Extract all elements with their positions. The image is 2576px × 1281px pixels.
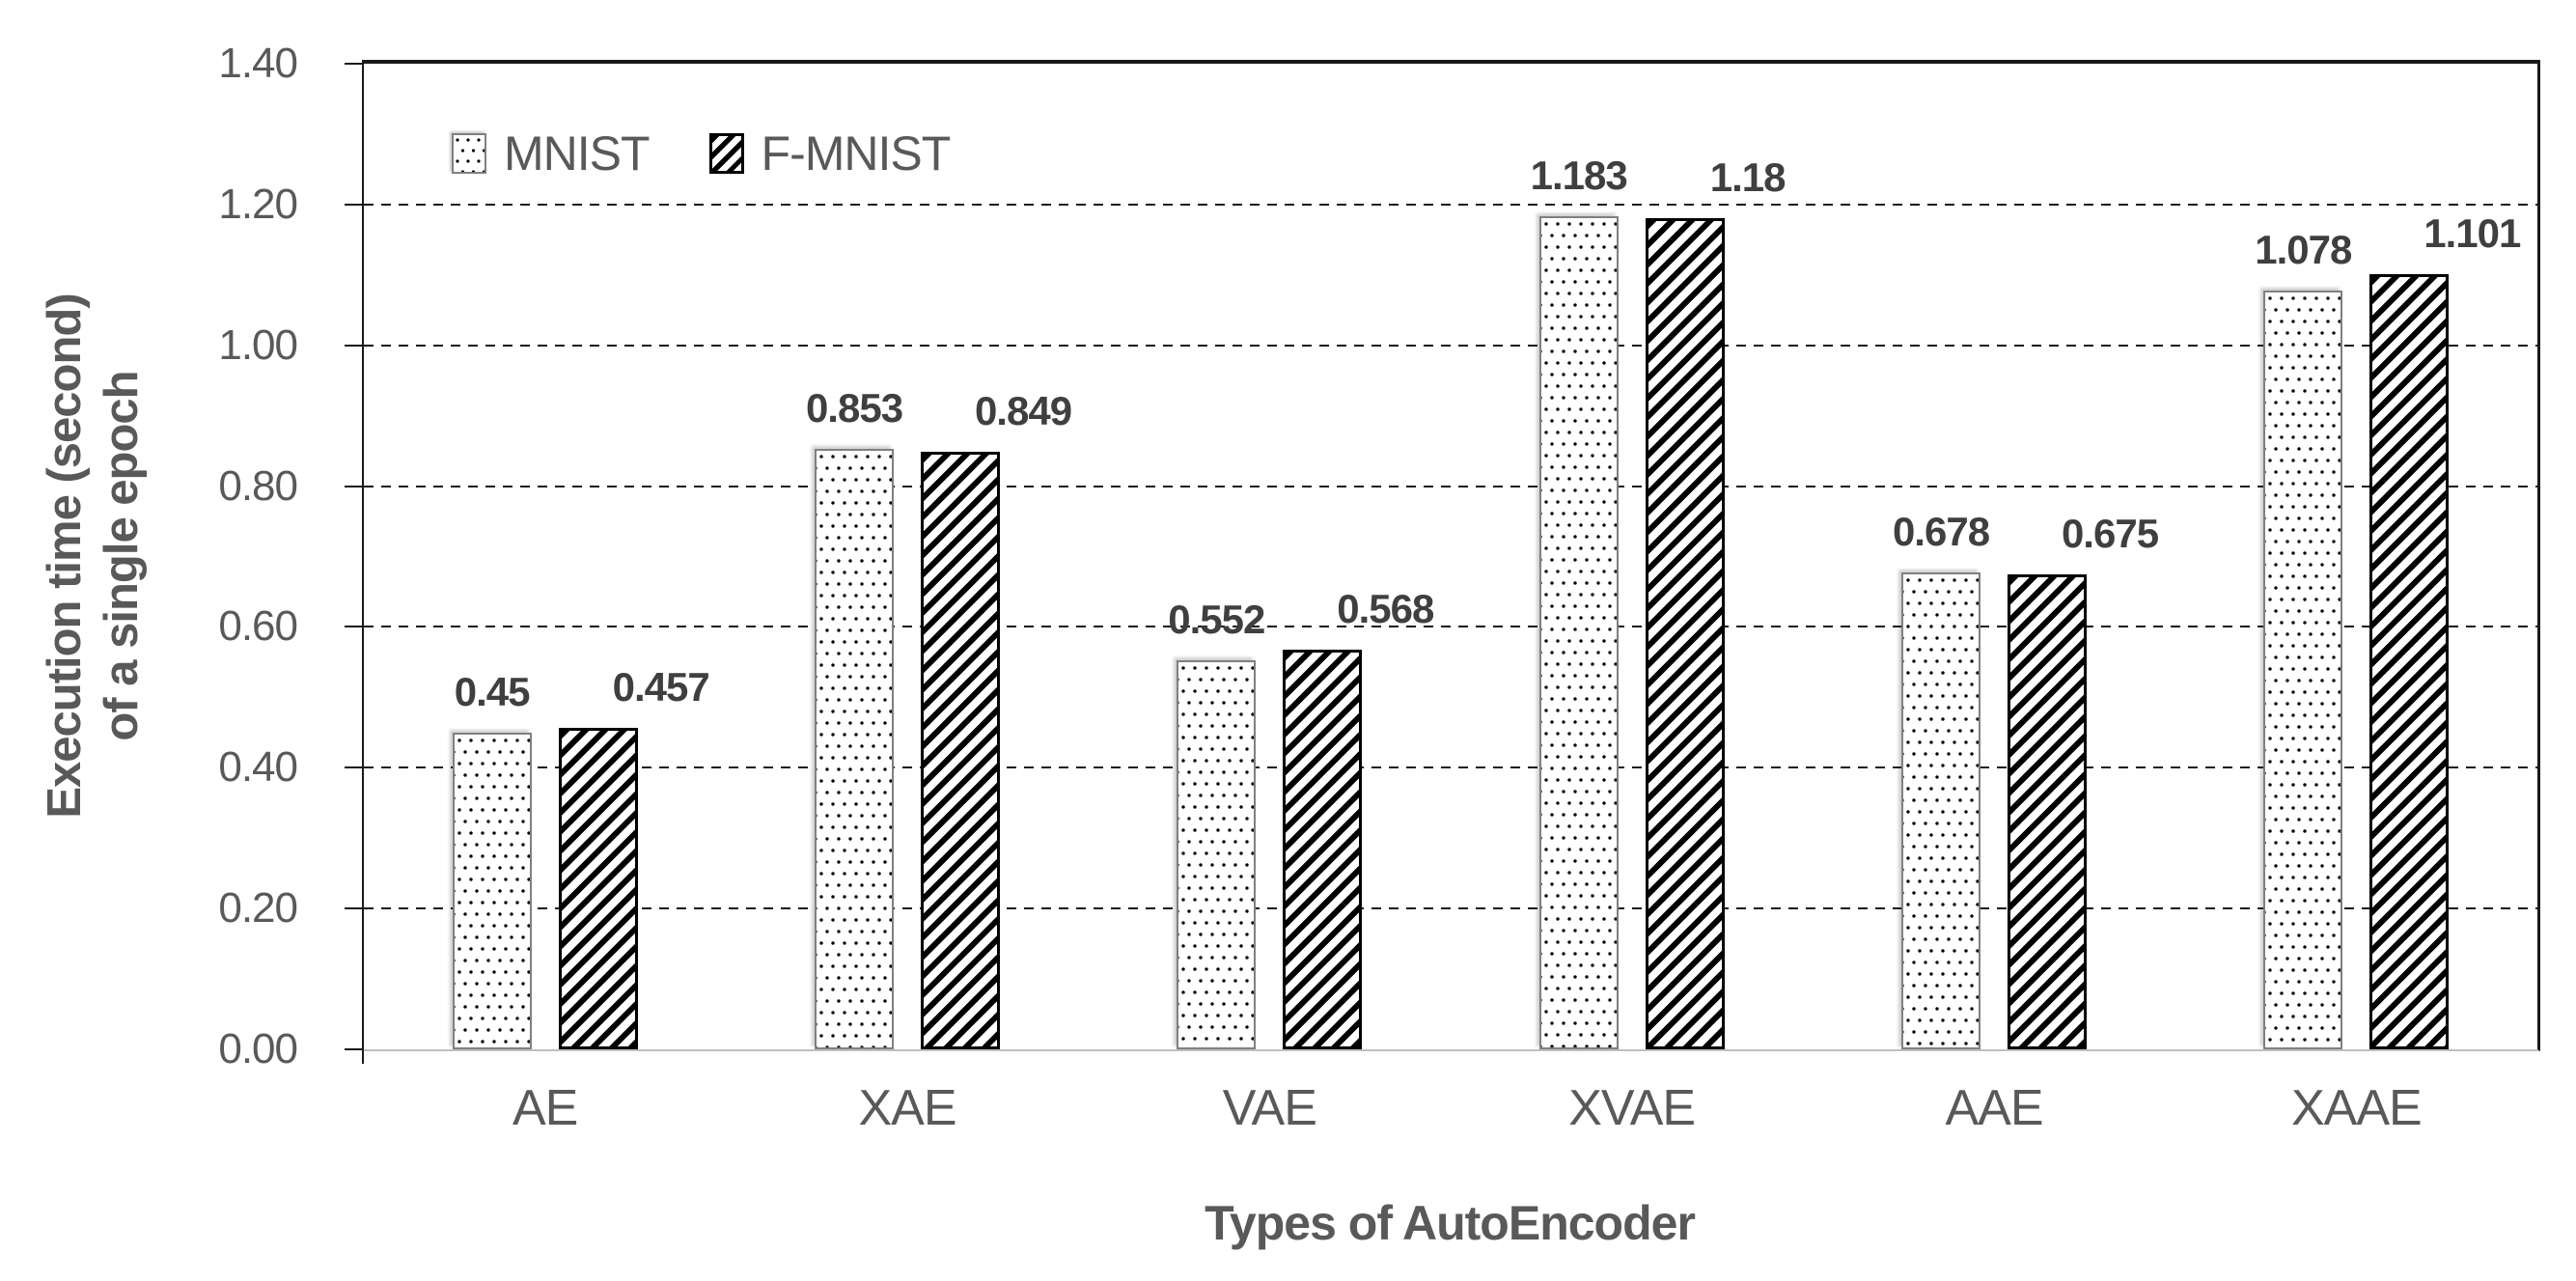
bar-mnist-ae — [452, 732, 532, 1049]
gridline-0.40 — [364, 766, 2537, 769]
bar-f-mnist-ae — [558, 727, 638, 1049]
data-label-mnist-xaae: 1.078 — [2255, 226, 2352, 272]
bar-mnist-xaae — [2263, 290, 2343, 1049]
gridline-1.20 — [364, 203, 2537, 206]
y-tick-label: 0.40 — [218, 743, 298, 792]
data-label-mnist-xae: 0.853 — [805, 384, 903, 431]
data-label-f-mnist-xvae: 1.18 — [1709, 154, 1787, 201]
y-tick-mark-1.00 — [345, 344, 362, 347]
category-label-xvae: XVAE — [1568, 1080, 1696, 1136]
plot-area: 0.45 0.457 0.853 0.849 0.552 0.568 1.183 1.18 0.… — [362, 60, 2540, 1051]
data-label-f-mnist-aae: 0.675 — [2061, 510, 2159, 556]
y-axis-title-line2: of a single epoch — [96, 371, 148, 741]
bar-mnist-xvae — [1538, 216, 1619, 1049]
y-tick-mark-1.20 — [345, 203, 362, 206]
y-tick-mark-0.80 — [345, 485, 362, 487]
y-axis-title-line1: Execution time (second) — [39, 293, 91, 819]
legend-label-f-mnist: F-MNIST — [761, 126, 952, 181]
bar-f-mnist-xae — [921, 451, 1000, 1049]
data-label-f-mnist-ae: 0.457 — [612, 663, 710, 710]
gridline-0.60 — [364, 626, 2537, 628]
bar-mnist-aae — [1901, 571, 1980, 1049]
legend-label-mnist: MNIST — [504, 126, 651, 181]
category-label-vae: VAE — [1222, 1080, 1317, 1136]
category-label-aae: AAE — [1945, 1080, 2043, 1136]
bar-f-mnist-xvae — [1645, 218, 1725, 1049]
data-label-f-mnist-xae: 0.849 — [974, 387, 1072, 433]
gridline-0.80 — [364, 485, 2537, 487]
y-axis-title: Execution time (second) of a single epoc… — [37, 213, 151, 899]
y-tick-mark-0.00 — [345, 1048, 362, 1050]
y-tick-label: 0.20 — [218, 884, 298, 933]
category-label-xaae: XAAE — [2290, 1080, 2423, 1136]
category-label-xae: XAE — [858, 1080, 956, 1136]
y-tick-label: 0.80 — [218, 461, 298, 510]
y-tick-label: 1.20 — [218, 180, 298, 228]
y-tick-mark-1.40 — [345, 63, 362, 65]
y-tick-label: 0.60 — [218, 602, 298, 651]
bar-mnist-vae — [1177, 660, 1257, 1049]
data-label-mnist-ae: 0.45 — [454, 668, 531, 714]
legend-item-mnist: MNIST — [452, 125, 651, 181]
gridline-0.20 — [364, 907, 2537, 910]
y-tick-mark-0.60 — [345, 626, 362, 628]
data-label-mnist-aae: 0.678 — [1892, 508, 1990, 554]
data-label-f-mnist-xaae: 1.101 — [2424, 210, 2521, 257]
data-label-mnist-vae: 0.552 — [1168, 597, 1265, 643]
y-tick-label: 1.00 — [218, 320, 298, 369]
f-mnist-hatched-swatch-icon — [708, 133, 744, 174]
data-label-f-mnist-vae: 0.568 — [1337, 585, 1434, 631]
gridline-1.00 — [364, 344, 2537, 347]
x-axis-origin-tick — [362, 1049, 364, 1064]
x-axis-title: Types of AutoEncoder — [1205, 1196, 1696, 1250]
y-tick-label: 1.40 — [218, 40, 298, 87]
category-label-ae: AE — [512, 1080, 578, 1136]
y-tick-mark-0.20 — [345, 907, 362, 910]
bar-f-mnist-vae — [1283, 649, 1363, 1049]
y-tick-label: 0.00 — [218, 1025, 298, 1072]
bar-mnist-xae — [815, 448, 894, 1049]
legend: MNIST F-MNIST — [452, 125, 952, 181]
data-label-mnist-xvae: 1.183 — [1530, 153, 1628, 199]
bar-f-mnist-xaae — [2369, 274, 2450, 1049]
mnist-dotted-swatch-icon — [452, 133, 486, 174]
y-tick-mark-0.40 — [345, 766, 362, 769]
legend-item-f-mnist: F-MNIST — [708, 125, 952, 181]
bar-f-mnist-aae — [2008, 573, 2087, 1049]
